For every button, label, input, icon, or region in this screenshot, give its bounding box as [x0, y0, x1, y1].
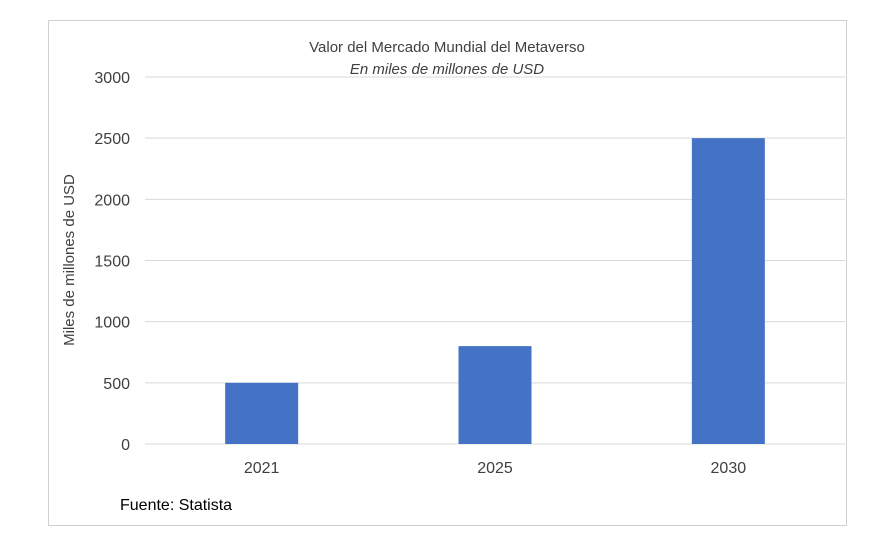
chart-title: Valor del Mercado Mundial del Metaverso — [309, 39, 585, 56]
bar-2025 — [458, 346, 532, 444]
x-tick-label: 2021 — [244, 460, 280, 477]
bar-2030 — [691, 138, 765, 444]
bar-2021 — [225, 382, 299, 444]
y-tick-label: 2500 — [94, 131, 130, 148]
y-tick-label: 1500 — [94, 254, 130, 271]
y-tick-label: 500 — [103, 376, 130, 393]
y-tick-label: 2000 — [94, 192, 130, 209]
y-tick-label: 1000 — [94, 315, 130, 332]
x-tick-label: 2030 — [711, 460, 747, 477]
source-note: Fuente: Statista — [120, 497, 232, 514]
y-tick-label: 0 — [121, 437, 130, 454]
chart-frame — [48, 20, 847, 526]
x-tick-label: 2025 — [477, 460, 513, 477]
y-tick-label: 3000 — [94, 70, 130, 87]
y-axis-label: Miles de millones de USD — [61, 174, 78, 346]
chart-subtitle: En miles de millones de USD — [350, 61, 544, 78]
